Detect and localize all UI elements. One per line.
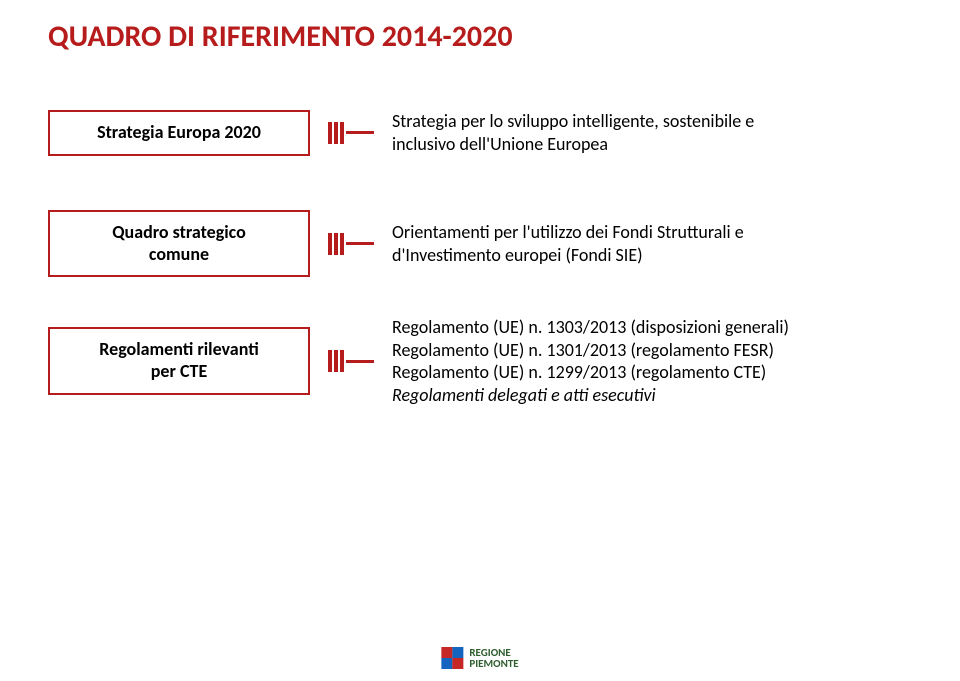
logo-q1	[441, 647, 452, 658]
connector-tick	[328, 122, 332, 144]
logo-q3	[441, 658, 452, 669]
logo-q4	[452, 658, 463, 669]
connector-tick	[334, 233, 338, 255]
connector-tick	[340, 350, 344, 372]
diagram-row: Strategia Europa 2020 Strategia per lo sv…	[48, 110, 912, 156]
concept-box-line: Quadro strategico	[112, 221, 246, 243]
description-block: Regolamento (UE) n. 1303/2013 (disposizi…	[392, 316, 789, 406]
concept-box-line: Regolamenti rilevanti	[99, 338, 258, 360]
connector-arrow	[328, 350, 374, 372]
diagram-row: Quadro strategicocomune Orientamenti per …	[48, 210, 912, 277]
logo-text-bottom: PIEMONTE	[469, 658, 518, 669]
page-title: QUADRO DI RIFERIMENTO 2014-2020	[48, 18, 513, 55]
description-line: Strategia per lo sviluppo intelligente, …	[392, 110, 754, 133]
connector-arrow	[328, 122, 374, 144]
concept-box-line: Strategia Europa 2020	[97, 121, 261, 143]
description-line: inclusivo dell'Unione Europea	[392, 133, 754, 156]
concept-box: Quadro strategicocomune	[48, 210, 310, 277]
connector-tick	[328, 233, 332, 255]
connector-tick	[334, 350, 338, 372]
concept-box: Strategia Europa 2020	[48, 110, 310, 156]
logo-text: REGIONE PIEMONTE	[469, 647, 518, 669]
concept-box: Regolamenti rilevantiper CTE	[48, 327, 310, 394]
connector-tick	[334, 122, 338, 144]
connector-tick	[340, 122, 344, 144]
description-line: d'Investimento europei (Fondi SIE)	[392, 244, 744, 267]
concept-box-line: per CTE	[151, 360, 208, 382]
description-line: Regolamento (UE) n. 1299/2013 (regolamen…	[392, 361, 789, 384]
connector-arrow	[328, 233, 374, 255]
diagram-row: Regolamenti rilevantiper CTE Regolamento …	[48, 316, 912, 406]
concept-box-line: comune	[149, 243, 209, 265]
connector-line	[346, 131, 374, 134]
connector-line	[346, 242, 374, 245]
description-block: Strategia per lo sviluppo intelligente, …	[392, 110, 754, 155]
connector-line	[346, 360, 374, 363]
description-line: Regolamento (UE) n. 1303/2013 (disposizi…	[392, 316, 789, 339]
footer-logo: REGIONE PIEMONTE	[441, 647, 518, 669]
logo-q2	[452, 647, 463, 658]
connector-tick	[328, 350, 332, 372]
description-line: Regolamento (UE) n. 1301/2013 (regolamen…	[392, 339, 789, 362]
logo-square	[441, 647, 463, 669]
description-line: Regolamenti delegati e atti esecutivi	[392, 384, 789, 407]
description-block: Orientamenti per l'utilizzo dei Fondi St…	[392, 221, 744, 266]
description-line: Orientamenti per l'utilizzo dei Fondi St…	[392, 221, 744, 244]
connector-tick	[340, 233, 344, 255]
